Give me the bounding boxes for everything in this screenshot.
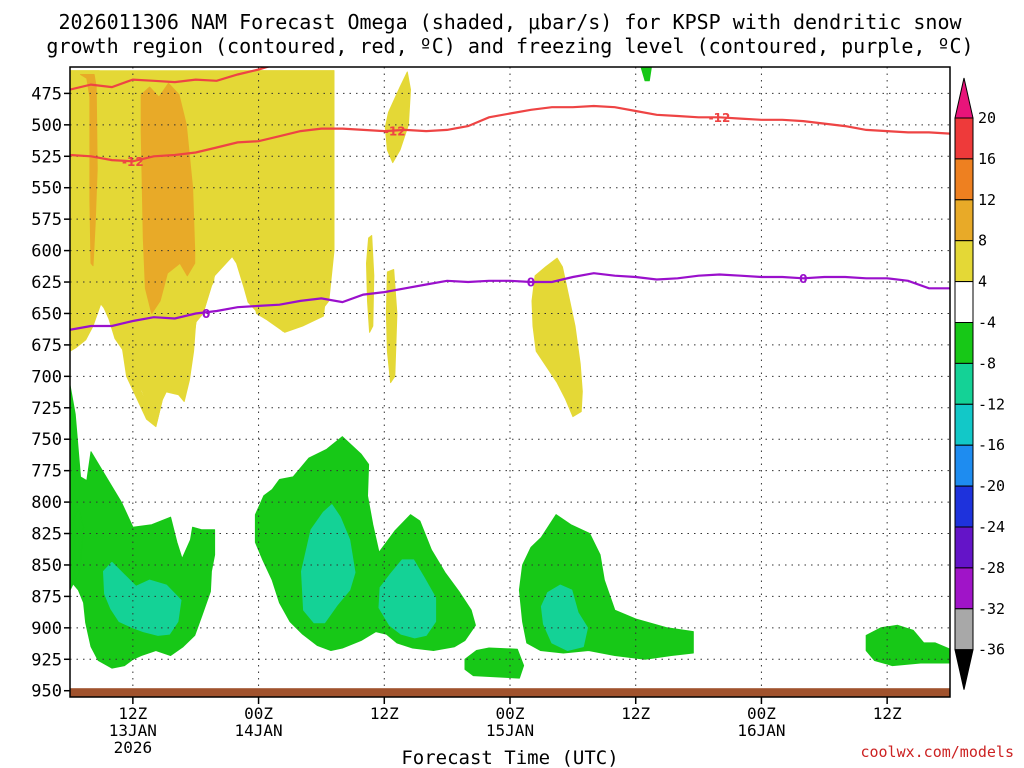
omega-region-lift-west-core-b (140, 82, 196, 314)
omega-shading (70, 67, 950, 679)
omega-region-lift-west-shell (70, 70, 335, 423)
omega-region-sink-lower-1b (70, 507, 85, 591)
y-tick-label-650: 650 (31, 304, 62, 324)
x-tick-label-66-2: 16JAN (737, 721, 785, 740)
colorbar-bin-12 (954, 567, 974, 610)
colorbar-bin-8 (954, 403, 974, 446)
colorbar-bin-2 (954, 158, 974, 201)
y-tick-label-625: 625 (31, 273, 62, 293)
omega-region-sink-lower-3-core (540, 584, 588, 651)
colorbar-bin-13 (954, 608, 974, 651)
y-tick-label-925: 925 (31, 650, 62, 670)
colorbar-bin-6 (954, 322, 974, 364)
x-tick-label-6-2: 13JAN (109, 721, 157, 740)
grid-lines (70, 67, 950, 697)
x-tick-label-42-1: 00Z (496, 704, 525, 723)
colorbar-label-1: 16 (978, 150, 996, 168)
omega-region-lift-mid-sliver-2 (385, 269, 398, 384)
y-tick-label-750: 750 (31, 430, 62, 450)
contour-isotherm-minus18 (70, 67, 271, 91)
colorbar-label-3: 8 (978, 232, 987, 250)
colorbar-bin-7 (954, 362, 974, 405)
y-tick-label-825: 825 (31, 525, 62, 545)
colorbar-label-11: -28 (978, 559, 1005, 577)
x-tick-label-6-1: 12Z (118, 704, 147, 723)
colorbar-bin-1 (954, 117, 974, 160)
colorbar-label-12: -32 (978, 600, 1005, 618)
x-tick-label-6-3: 2026 (114, 738, 153, 757)
y-tick-label-475: 475 (31, 84, 62, 104)
contour-label-isotherm-minus12-2: -12 (709, 111, 731, 125)
chart-title-line1: 2026011306 NAM Forecast Omega (shaded, μ… (58, 10, 962, 34)
y-tick-label-875: 875 (31, 587, 62, 607)
colorbar-bin-4 (954, 240, 974, 283)
y-tick-label-575: 575 (31, 210, 62, 230)
colorbar-bin-10 (954, 485, 974, 528)
omega-region-lift-east-column (531, 257, 583, 418)
colorbar-bin-5 (954, 281, 974, 324)
y-tick-label-800: 800 (31, 493, 62, 513)
omega-region-sink-lower-5 (865, 624, 950, 667)
contour-freezing-level (70, 272, 950, 331)
x-tick-label-66-1: 00Z (747, 704, 776, 723)
contour-label-isotherm-minus12-1: -12 (384, 125, 406, 139)
colorbar-bin-11 (954, 526, 974, 569)
y-tick-label-725: 725 (31, 399, 62, 419)
x-tick-label-42-2: 15JAN (486, 721, 534, 740)
colorbar-label-4: 4 (978, 273, 987, 291)
y-tick-label-500: 500 (31, 116, 62, 136)
omega-region-lift-east-corner (640, 67, 652, 82)
omega-region-sink-lower-2-core-b (378, 559, 437, 639)
contour-isotherm-minus12 (70, 104, 950, 163)
y-tick-label-850: 850 (31, 556, 62, 576)
omega-region-lift-mid-sliver (366, 235, 375, 333)
colorbar-legend: 20 16 12 8 4 -4 -8 -12 -16 -20 -24 -28 -32 -36 (954, 77, 1005, 690)
colorbar-label-13: -36 (978, 641, 1005, 659)
colorbar-label-10: -24 (978, 518, 1005, 536)
y-tick-label-600: 600 (31, 242, 62, 262)
colorbar-bin-9 (954, 444, 974, 487)
colorbar-label-2: 12 (978, 191, 996, 209)
y-tick-label-900: 900 (31, 619, 62, 639)
ground-terrain (70, 688, 950, 697)
y-tick-label-550: 550 (31, 179, 62, 199)
colorbar-label-5: -4 (978, 314, 996, 332)
omega-region-lift-mid-spike (384, 71, 411, 164)
colorbar-bin-3 (954, 199, 974, 242)
x-tick-label-18-1: 00Z (244, 704, 273, 723)
colorbar-label-0: 20 (978, 109, 996, 127)
omega-region-sink-lower-2-core (301, 504, 356, 624)
chart-title-line2: growth region (contoured, red, ºC) and f… (46, 34, 973, 58)
y-tick-label-950: 950 (31, 682, 62, 702)
colorbar-label-8: -16 (978, 436, 1005, 454)
x-tick-label-30-1: 12Z (370, 704, 399, 723)
y-tick-label-525: 525 (31, 147, 62, 167)
x-tick-label-78-1: 12Z (873, 704, 902, 723)
omega-region-sink-lower-1-core (103, 561, 182, 636)
contour-label-freezing-level-1: 0 (527, 276, 535, 290)
contour-label-isotherm-minus12-0: -12 (122, 155, 144, 169)
colorbar-label-7: -12 (978, 395, 1005, 413)
colorbar-label-9: -20 (978, 477, 1005, 495)
y-tick-label-700: 700 (31, 367, 62, 387)
contour-label-freezing-level-0: 0 (202, 307, 210, 321)
x-axis-label: Forecast Time (UTC) (401, 747, 618, 768)
colorbar-label-6: -8 (978, 354, 996, 372)
omega-region-sink-lower-4 (464, 647, 525, 679)
contour-label-freezing-level-2: 0 (799, 272, 807, 286)
ground-surface (70, 688, 950, 697)
y-tick-label-775: 775 (31, 462, 62, 482)
y-axis: 475 500 525 550 575 600 625 650 675 700 725 750 775 8… (31, 84, 70, 702)
x-tick-label-54-1: 12Z (621, 704, 650, 723)
y-tick-label-675: 675 (31, 336, 62, 356)
colorbar-bin-bottom (954, 649, 974, 690)
x-tick-label-18-2: 14JAN (234, 721, 282, 740)
credit-text: coolwx.com/models (860, 743, 1014, 761)
colorbar-bin-top (954, 77, 974, 119)
